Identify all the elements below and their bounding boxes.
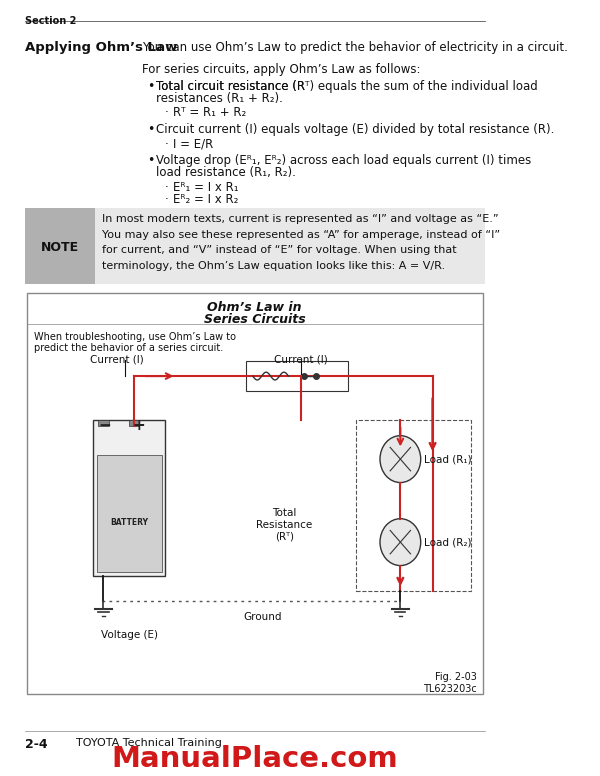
Text: load resistance (R₁, R₂).: load resistance (R₁, R₂). bbox=[156, 166, 296, 179]
Text: Total circuit resistance (R: Total circuit resistance (R bbox=[156, 80, 305, 93]
Text: When troubleshooting, use Ohm’s Law to: When troubleshooting, use Ohm’s Law to bbox=[34, 332, 236, 342]
Text: for current, and “V” instead of “E” for voltage. When using that: for current, and “V” instead of “E” for … bbox=[102, 245, 457, 255]
Text: ·: · bbox=[164, 106, 169, 120]
Text: NOTE: NOTE bbox=[41, 241, 79, 255]
Text: Voltage (E): Voltage (E) bbox=[101, 630, 158, 640]
Text: 2-4: 2-4 bbox=[25, 739, 48, 751]
Text: Circuit current (I) equals voltage (E) divided by total resistance (R).: Circuit current (I) equals voltage (E) d… bbox=[156, 123, 554, 136]
Text: ManualPlace.com: ManualPlace.com bbox=[111, 745, 398, 774]
Text: Total circuit resistance (Rᵀ) equals the sum of the individual load: Total circuit resistance (Rᵀ) equals the… bbox=[156, 80, 538, 93]
Bar bbox=[98, 420, 109, 426]
Text: You can use Ohm’s Law to predict the behavior of electricity in a circuit.: You can use Ohm’s Law to predict the beh… bbox=[142, 41, 568, 54]
Text: −: − bbox=[98, 418, 111, 433]
Text: ·: · bbox=[164, 193, 169, 206]
Text: ·: · bbox=[164, 137, 169, 151]
Bar bbox=[94, 420, 166, 577]
Text: Current (I): Current (I) bbox=[274, 355, 328, 365]
Text: Ohm’s Law in: Ohm’s Law in bbox=[207, 301, 302, 314]
Bar bbox=[27, 293, 484, 694]
Text: +: + bbox=[133, 418, 145, 433]
Text: •: • bbox=[148, 123, 155, 136]
Text: predict the behavior of a series circuit.: predict the behavior of a series circuit… bbox=[34, 343, 223, 353]
Bar bbox=[129, 420, 139, 426]
Text: TL623203c: TL623203c bbox=[423, 684, 476, 694]
Text: TOYOTA Technical Training: TOYOTA Technical Training bbox=[76, 739, 222, 749]
Text: You may also see these represented as “A” for amperage, instead of “I”: You may also see these represented as “A… bbox=[102, 230, 500, 240]
Text: Fig. 2-03: Fig. 2-03 bbox=[435, 672, 476, 682]
Bar bbox=[356, 420, 471, 591]
Text: Load (R₁): Load (R₁) bbox=[424, 454, 472, 464]
Bar bbox=[25, 208, 485, 284]
Text: In most modern texts, current is represented as “I” and voltage as “E.”: In most modern texts, current is represe… bbox=[102, 214, 499, 224]
Bar bbox=[25, 208, 95, 284]
Text: •: • bbox=[148, 154, 155, 168]
Text: Series Circuits: Series Circuits bbox=[203, 313, 305, 326]
Text: Current (I): Current (I) bbox=[90, 355, 143, 365]
Text: Resistance: Resistance bbox=[256, 520, 312, 530]
Circle shape bbox=[380, 435, 421, 483]
Text: For series circuits, apply Ohm’s Law as follows:: For series circuits, apply Ohm’s Law as … bbox=[142, 63, 421, 75]
Text: Load (R₂): Load (R₂) bbox=[424, 537, 472, 547]
Text: I = E/R: I = E/R bbox=[173, 137, 213, 151]
Text: ·: · bbox=[164, 181, 169, 194]
Bar bbox=[246, 362, 348, 391]
Text: BATTERY: BATTERY bbox=[110, 518, 148, 527]
Text: terminology, the Ohm’s Law equation looks like this: A = V/R.: terminology, the Ohm’s Law equation look… bbox=[102, 261, 445, 271]
Circle shape bbox=[380, 518, 421, 566]
Text: Ground: Ground bbox=[244, 612, 282, 622]
Text: Applying Ohm’s Law: Applying Ohm’s Law bbox=[25, 41, 178, 54]
Text: Section 2: Section 2 bbox=[25, 16, 77, 26]
Text: •: • bbox=[148, 80, 155, 93]
Text: Eᴿ₁ = I x R₁: Eᴿ₁ = I x R₁ bbox=[173, 181, 239, 194]
Text: Eᴿ₂ = I x R₂: Eᴿ₂ = I x R₂ bbox=[173, 193, 238, 206]
Bar bbox=[97, 456, 162, 573]
Text: Rᵀ = R₁ + R₂: Rᵀ = R₁ + R₂ bbox=[173, 106, 246, 120]
Text: Total: Total bbox=[272, 508, 296, 518]
Text: resistances (R₁ + R₂).: resistances (R₁ + R₂). bbox=[156, 92, 283, 105]
Text: Voltage drop (Eᴿ₁, Eᴿ₂) across each load equals current (I) times: Voltage drop (Eᴿ₁, Eᴿ₂) across each load… bbox=[156, 154, 532, 168]
Text: (Rᵀ): (Rᵀ) bbox=[275, 532, 293, 542]
